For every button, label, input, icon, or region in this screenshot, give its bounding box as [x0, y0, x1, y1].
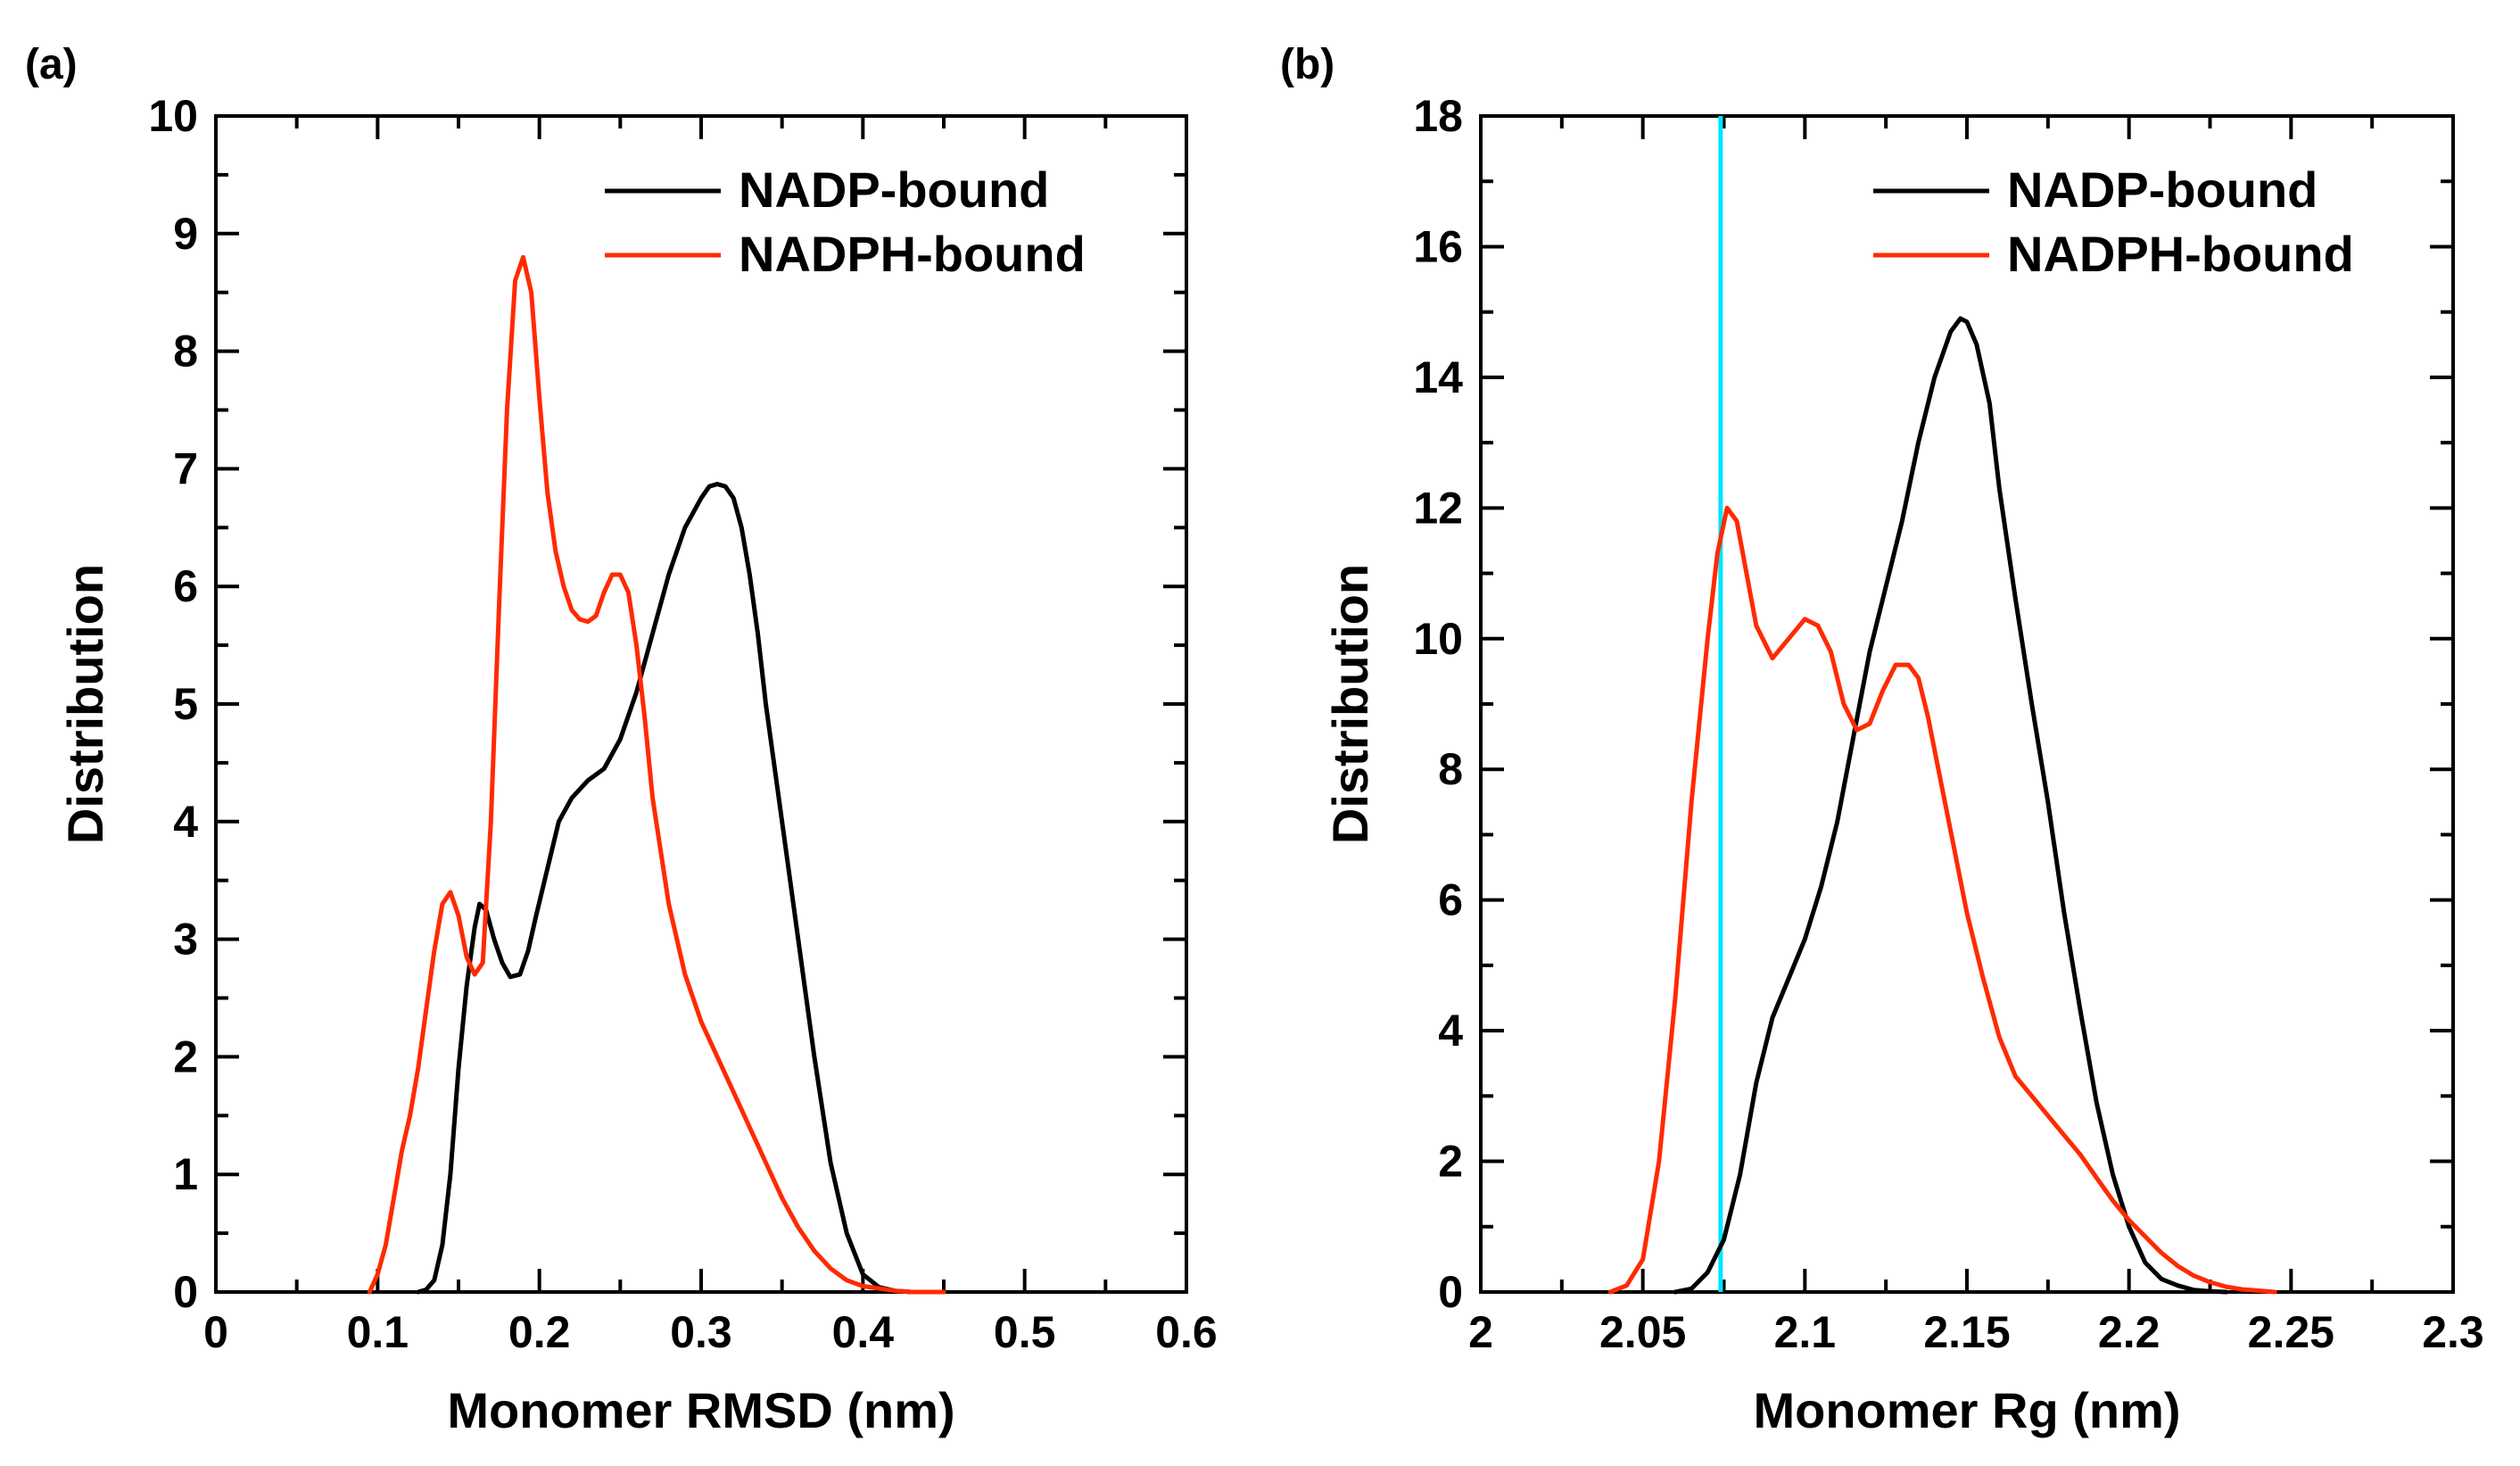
x-tick-label: 2.25: [2248, 1307, 2334, 1357]
y-tick-label: 6: [1438, 875, 1463, 925]
y-tick-label: 8: [1438, 744, 1463, 794]
series-line-nadph: [367, 254, 946, 1295]
x-tick-label: 2: [1468, 1307, 1493, 1357]
series-line-nadph: [1607, 505, 2277, 1295]
legend-label-nadph: NADPH-bound: [2007, 226, 2354, 282]
panel-label: (a): [25, 41, 78, 88]
legend: NADP-bound NADPH-bound: [605, 162, 1086, 282]
y-tick-label: 0: [1438, 1267, 1463, 1317]
y-tick-label: 18: [1413, 91, 1463, 141]
y-axis-title: Distribution: [1322, 564, 1378, 844]
x-tick-label: 0.4: [832, 1307, 895, 1357]
y-tick-label: 9: [173, 209, 198, 259]
y-tick-label: 10: [1413, 614, 1463, 664]
x-tick-label: 2.15: [1923, 1307, 2010, 1357]
y-tick-label: 1: [173, 1149, 198, 1199]
y-tick-label: 10: [148, 91, 198, 141]
y-tick-label: 4: [173, 797, 198, 847]
x-tick-label: 0.5: [994, 1307, 1056, 1357]
panel-label: (b): [1280, 41, 1334, 88]
legend: NADP-bound NADPH-bound: [1873, 162, 2354, 282]
x-tick-label: 0: [203, 1307, 228, 1357]
y-tick-label: 3: [173, 915, 198, 965]
y-tick-label: 12: [1413, 483, 1463, 533]
x-tick-label: 0.6: [1155, 1307, 1218, 1357]
legend-label-nadph: NADPH-bound: [739, 226, 1086, 282]
x-axis-title: Monomer RMSD (nm): [447, 1382, 954, 1438]
y-tick-label: 2: [1438, 1137, 1463, 1187]
y-tick-label: 6: [173, 561, 198, 611]
y-tick-label: 2: [173, 1031, 198, 1081]
panel-a: (a) 0 0.1 0.2 0.3 0.4 0.5 0.6 0 1 2 3 4 5 6 7 8 9 10 Mono…: [25, 41, 1218, 1438]
series-line-nadp: [1673, 316, 2229, 1295]
x-tick-label: 2.1: [1774, 1307, 1837, 1357]
y-tick-label: 8: [173, 327, 198, 377]
panel-b: (b) 2 2.05 2.1 2.15 2.2 2.25 2.302468101214161…: [1280, 41, 2484, 1438]
series-layer: [367, 254, 946, 1295]
axis-ticks: 0 0.1 0.2 0.3 0.4 0.5 0.6 0 1 2 3 4 5 6 7 8 9 10: [148, 91, 1217, 1357]
series-layer: [1607, 116, 2277, 1295]
x-tick-label: 0.3: [670, 1307, 732, 1357]
x-tick-label: 0.1: [347, 1307, 409, 1357]
x-tick-label: 2.3: [2422, 1307, 2484, 1357]
y-tick-label: 5: [173, 679, 198, 729]
legend-label-nadp: NADP-bound: [739, 162, 1049, 218]
y-tick-label: 14: [1413, 352, 1463, 402]
legend-label-nadp: NADP-bound: [2007, 162, 2318, 218]
x-tick-label: 2.05: [1599, 1307, 1686, 1357]
x-axis-title: Monomer Rg (nm): [1753, 1382, 2180, 1438]
y-tick-label: 0: [173, 1267, 198, 1317]
y-tick-label: 4: [1438, 1006, 1463, 1056]
y-tick-label: 7: [173, 443, 198, 493]
y-tick-label: 16: [1413, 221, 1463, 271]
x-tick-label: 0.2: [508, 1307, 571, 1357]
series-line-nadp: [416, 482, 930, 1295]
x-tick-label: 2.2: [2098, 1307, 2161, 1357]
y-axis-title: Distribution: [57, 564, 113, 844]
